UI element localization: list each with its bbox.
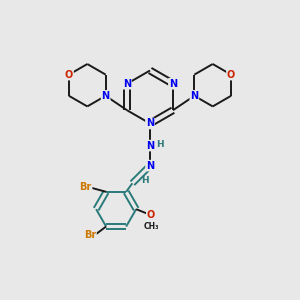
Text: N: N <box>146 160 154 171</box>
Text: N: N <box>102 91 110 101</box>
Text: O: O <box>147 210 155 220</box>
Text: N: N <box>146 141 154 151</box>
Text: N: N <box>146 118 154 128</box>
Text: O: O <box>227 70 235 80</box>
Text: Br: Br <box>84 230 96 240</box>
Text: O: O <box>65 70 73 80</box>
Text: H: H <box>141 176 149 185</box>
Text: N: N <box>169 79 177 89</box>
Text: N: N <box>190 91 198 101</box>
Text: H: H <box>157 140 164 148</box>
Text: N: N <box>123 79 131 89</box>
Text: Br: Br <box>80 182 92 192</box>
Text: CH₃: CH₃ <box>143 222 159 231</box>
